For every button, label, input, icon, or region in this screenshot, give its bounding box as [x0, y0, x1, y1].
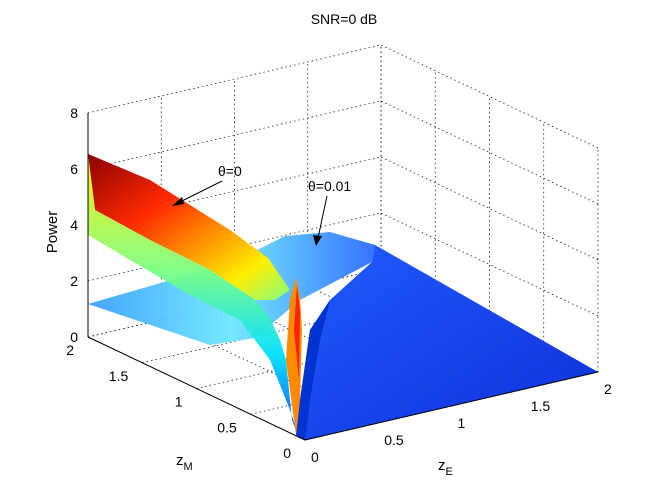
y-tick-label: 0.5: [217, 419, 237, 435]
x-axis-line: [304, 371, 599, 441]
y-tick-label: 2: [66, 342, 74, 358]
x-tick-label: 2: [604, 381, 612, 397]
annotation-theta-0: θ=0: [172, 163, 242, 206]
surface-theta-0-ridge: [88, 154, 290, 300]
y-tick-label: 1.5: [109, 368, 129, 384]
surfaces: [88, 154, 598, 440]
svg-text:zE: zE: [438, 457, 453, 478]
x-axis-label-main: z: [438, 457, 446, 474]
grid-line-backwall-z: [87, 212, 382, 282]
z-tick-label: 8: [70, 105, 78, 121]
annotation-theta-0.01-text: θ=0.01: [308, 178, 351, 194]
z-axis-label: Power: [44, 211, 61, 254]
x-tick-label: 0: [311, 449, 319, 465]
x-tick-label: 1.5: [531, 398, 551, 414]
x-axis-label: zE: [438, 457, 453, 478]
grid-line-backwall-z: [87, 268, 382, 338]
chart-title: SNR=0 dB: [311, 11, 378, 27]
y-axis-label-main: z: [176, 452, 184, 469]
x-tick-label: 0.5: [384, 432, 404, 448]
grid-line-backwall-z: [87, 44, 382, 114]
grid-line-sidewall-z: [380, 156, 599, 261]
grid-line-sidewall-z: [380, 44, 599, 149]
z-tick-label: 4: [70, 217, 78, 233]
z-tick-label: 6: [70, 161, 78, 177]
axes-box: [87, 113, 599, 441]
grid-line-floor-y: [196, 320, 490, 389]
y-tick-label: 0: [283, 445, 291, 461]
annotation-theta-0.01: θ=0.01: [308, 178, 351, 246]
surface-notch-inner: [294, 285, 300, 380]
x-axis-label-sub: E: [446, 466, 453, 478]
y-axis-label: zM: [176, 452, 193, 473]
svg-text:zM: zM: [176, 452, 193, 473]
z-tick-label: 0: [70, 329, 78, 345]
grid-line-backwall-z: [87, 100, 382, 170]
surface-theta-0-slope: [88, 154, 300, 440]
y-axis-label-sub: M: [184, 461, 193, 473]
y-tick-label: 1: [175, 394, 183, 410]
x-tick-label: 1: [458, 415, 466, 431]
z-tick-label: 2: [70, 273, 78, 289]
annotation-theta-0-text: θ=0: [218, 163, 242, 179]
grid-line-floor-y: [142, 294, 436, 364]
surface-notch-blue: [296, 300, 330, 440]
surface-floor: [300, 245, 598, 440]
y-axis-line: [87, 336, 306, 441]
